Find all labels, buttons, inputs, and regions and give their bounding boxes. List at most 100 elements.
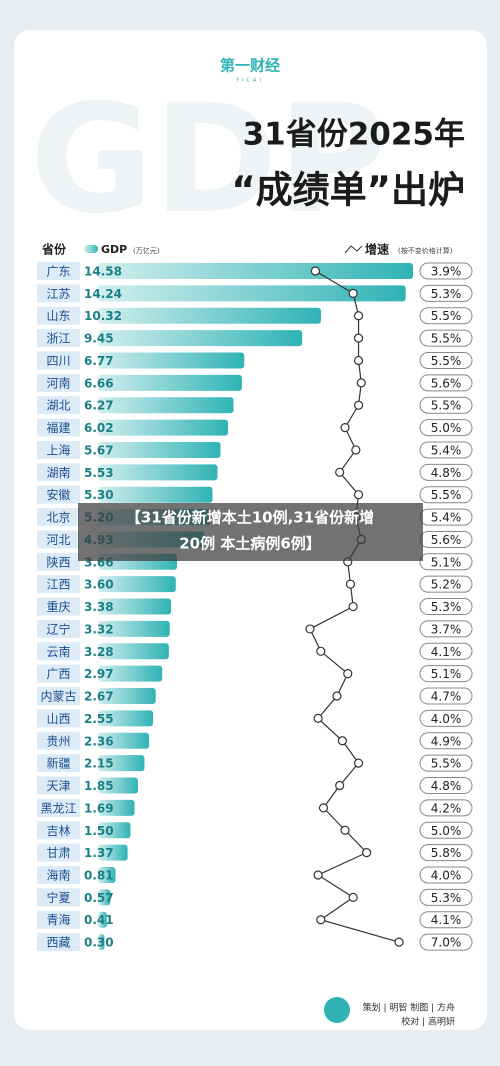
bar: [98, 598, 172, 615]
value-label: 6.27: [84, 399, 114, 413]
category-box: [37, 865, 80, 884]
value-label: 1.85: [84, 779, 114, 793]
value-label: 1.69: [84, 801, 114, 815]
value-label: 0.81: [84, 868, 114, 882]
growth-point: [335, 467, 345, 477]
credits: 策划 | 明智 制图 | 方舟: [363, 1002, 455, 1014]
category-box: [37, 754, 80, 773]
legend-swatch: [344, 245, 363, 254]
growth-pill: [419, 821, 473, 839]
growth-point: [316, 646, 326, 656]
logo: 第一财经: [220, 57, 280, 75]
growth-label: 4.8%: [431, 779, 462, 793]
category-label: 黑龙江: [40, 801, 76, 815]
bar: [98, 620, 170, 637]
value-label: 0.57: [84, 891, 114, 905]
overlay-text: 【31省份新增本土10例,31省份新增: [126, 509, 374, 527]
bar: [98, 732, 149, 749]
growth-pill: [419, 687, 473, 705]
category-box: [37, 373, 80, 392]
category-label: 江苏: [46, 287, 70, 301]
growth-pill: [419, 642, 473, 660]
category-label: 辽宁: [46, 621, 70, 636]
footer-logo: [324, 997, 350, 1023]
category-label: 河南: [46, 375, 70, 390]
value-label: 2.97: [84, 667, 114, 681]
growth-label: 5.6%: [431, 376, 462, 390]
bar: [98, 330, 303, 347]
growth-label: 4.0%: [431, 868, 462, 882]
logo-sub: YICAI: [235, 78, 264, 84]
category-label: 内蒙古: [40, 689, 76, 704]
category-label: 广西: [46, 667, 70, 681]
growth-point: [337, 736, 347, 746]
growth-pill: [419, 799, 473, 817]
growth-pill: [419, 553, 473, 571]
title: 31省份2025年: [243, 117, 465, 153]
category-box: [37, 418, 80, 437]
growth-pill: [419, 911, 473, 929]
value-label: 2.15: [84, 757, 114, 771]
bar: [98, 844, 128, 861]
growth-label: 5.2%: [431, 578, 462, 592]
growth-point: [316, 915, 326, 925]
bar: [98, 911, 107, 928]
growth-pill: [419, 441, 473, 459]
bar: [98, 263, 413, 279]
category-box: [37, 664, 80, 683]
growth-label: 5.5%: [431, 488, 462, 502]
growth-pill: [419, 754, 473, 772]
growth-pill: [419, 598, 473, 616]
value-label: 3.32: [84, 622, 114, 636]
category-box: [37, 552, 80, 571]
legend-swatch: [84, 245, 98, 253]
bar: [98, 889, 111, 906]
growth-label: 5.3%: [431, 891, 462, 905]
growth-pill: [419, 374, 473, 392]
growth-pill: [419, 732, 473, 750]
category-label: 浙江: [46, 332, 70, 346]
category-label: 天津: [46, 779, 70, 793]
bar: [98, 486, 213, 503]
growth-point: [318, 803, 329, 813]
overlay-text: 20例 本土病例6例】: [179, 535, 321, 553]
category-box: [37, 709, 80, 728]
category-box: [37, 284, 80, 303]
value-label: 3.28: [84, 645, 114, 659]
bar: [98, 665, 163, 682]
growth-label: 4.0%: [431, 712, 462, 726]
growth-label: 5.1%: [431, 555, 462, 569]
category-label: 甘肃: [46, 846, 70, 860]
growth-point: [345, 579, 356, 589]
category-box: [37, 440, 80, 459]
growth-pill: [419, 933, 473, 951]
category-box: [37, 262, 80, 280]
growth-label: 5.6%: [431, 533, 462, 547]
growth-point: [362, 848, 372, 858]
value-label: 2.36: [84, 734, 114, 748]
growth-point: [353, 400, 364, 410]
growth-label: 4.1%: [431, 645, 462, 659]
growth-label: 4.8%: [431, 466, 462, 480]
category-box: [37, 463, 80, 482]
value-label: 2.67: [84, 690, 114, 704]
category-label: 吉林: [46, 824, 70, 838]
growth-point: [332, 691, 342, 701]
category-box: [37, 843, 80, 862]
overlay-band: [78, 503, 423, 561]
growth-label: 5.5%: [431, 332, 462, 346]
growth-label: 5.0%: [431, 421, 462, 435]
growth-label: 4.2%: [431, 801, 462, 815]
bar: [98, 710, 154, 727]
growth-pill: [419, 866, 473, 884]
value-label: 5.67: [84, 443, 114, 457]
category-label: 云南: [46, 644, 70, 659]
growth-pill: [419, 888, 473, 906]
credits: 校对 | 高明妍: [401, 1016, 455, 1028]
category-label: 山西: [46, 712, 70, 726]
category-box: [37, 910, 80, 929]
category-label: 西藏: [46, 936, 70, 950]
legend-label: 增速: [365, 242, 389, 257]
bar: [98, 397, 234, 414]
growth-pill: [419, 709, 473, 727]
